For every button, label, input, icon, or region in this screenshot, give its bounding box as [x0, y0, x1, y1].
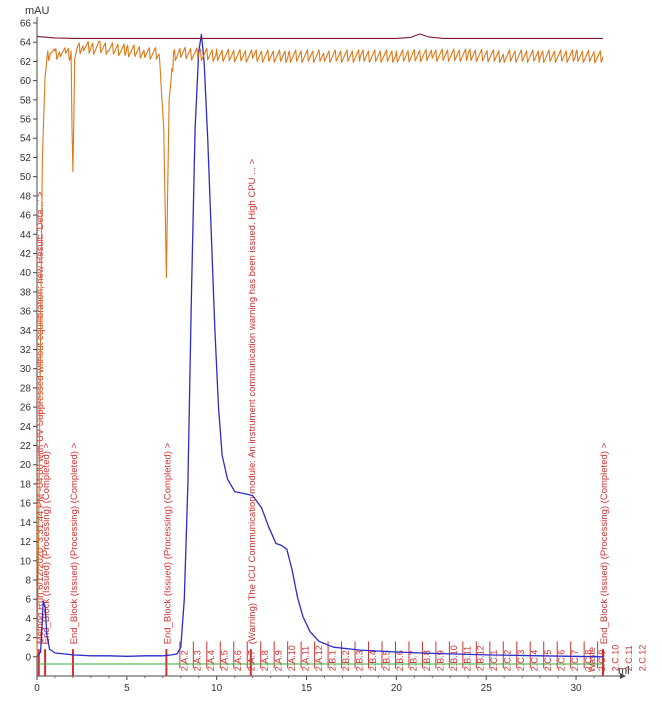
event-label: End_Block (Issued) (Processing) (Complet… — [599, 442, 610, 644]
y-tick-label: 48 — [20, 191, 32, 202]
fraction-label: 2.B.8 — [422, 650, 432, 671]
fraction-label: 2.B.3 — [354, 650, 364, 671]
y-tick-label: 0 — [25, 652, 31, 663]
fraction-label: 2.B.4 — [368, 650, 378, 671]
y-tick-label: 14 — [20, 518, 32, 529]
fraction-label: 2.A.8 — [260, 650, 270, 671]
fraction-label: 2.A.11 — [301, 646, 311, 671]
fraction-label: 2.A.4 — [206, 650, 216, 671]
fraction-label: 2.C.7 — [570, 650, 580, 672]
y-tick-label: 6 — [25, 595, 31, 606]
series-line-2 — [36, 40, 604, 657]
fraction-label: 2.A.3 — [193, 650, 203, 671]
y-tick-label: 44 — [20, 230, 32, 241]
event-label: End_Block (Issued) (Processing) (Complet… — [162, 442, 173, 644]
fraction-label: 2.A.9 — [274, 650, 284, 671]
event-label: End_Block (Issued) (Processing) (Complet… — [41, 442, 52, 644]
axes-layer: 0246810121416182022242628303234363840424… — [20, 17, 626, 694]
fraction-label: 2.B.12 — [476, 645, 486, 671]
fraction-label: 2.B.1 — [328, 650, 338, 671]
y-tick-label: 60 — [20, 76, 32, 87]
fraction-label: 2.B.6 — [395, 650, 405, 671]
series-line-3 — [36, 33, 603, 39]
x-tick-label: 10 — [211, 683, 223, 694]
y-tick-label: 22 — [20, 441, 32, 452]
x-axis-arrow — [620, 673, 626, 679]
fraction-label: 2.C.2 — [503, 650, 513, 672]
fraction-label: 2.B.11 — [462, 646, 472, 671]
y-tick-label: 54 — [20, 134, 32, 145]
fraction-label: 2.C.10 — [611, 645, 621, 672]
y-tick-label: 16 — [20, 499, 32, 510]
series-line-1 — [36, 33, 604, 658]
x-axis-unit-label: ml — [618, 665, 630, 677]
fraction-label: 2.C.6 — [557, 650, 567, 672]
fraction-label: 2.A.2 — [179, 650, 189, 671]
fraction-label: 2.C.4 — [530, 650, 540, 672]
y-tick-label: 50 — [20, 172, 32, 183]
x-tick-label: 25 — [481, 683, 493, 694]
fraction-label: 2.A.10 — [287, 645, 297, 671]
y-axis-unit-label: mAU — [25, 5, 50, 17]
y-tick-label: 10 — [20, 556, 32, 567]
y-tick-label: 18 — [20, 479, 32, 490]
y-tick-label: 58 — [20, 95, 32, 106]
x-tick-label: 20 — [391, 683, 403, 694]
y-tick-label: 8 — [25, 575, 31, 586]
y-tick-label: 20 — [20, 460, 32, 471]
fraction-label: 2.B.2 — [341, 650, 351, 671]
y-tick-label: 12 — [20, 537, 32, 548]
fraction-label: 2.B.5 — [381, 650, 391, 671]
y-tick-label: 52 — [20, 153, 32, 164]
y-tick-label: 62 — [20, 57, 32, 68]
fraction-label: 2.B.10 — [449, 645, 459, 671]
y-tick-label: 30 — [20, 364, 32, 375]
y-tick-label: 2 — [25, 633, 31, 644]
x-tick-label: 15 — [301, 683, 313, 694]
y-tick-label: 64 — [20, 38, 32, 49]
event-label: End_Block (Issued) (Processing) (Complet… — [69, 442, 80, 644]
fraction-label: 2.A.5 — [220, 650, 230, 671]
x-tick-label: 0 — [34, 683, 40, 694]
y-tick-label: 26 — [20, 403, 32, 414]
event-markers: Method Run 6/12/2020, 3:31:44 PM -04:00 … — [35, 158, 610, 676]
y-tick-label: 42 — [20, 249, 32, 260]
fraction-label: 2.B.9 — [435, 650, 445, 671]
fraction-label: 2.C.8 — [584, 650, 594, 672]
y-tick-label: 32 — [20, 345, 32, 356]
y-tick-label: 66 — [20, 19, 32, 30]
fraction-label: 2.A.6 — [233, 650, 243, 671]
series-lines — [36, 33, 604, 665]
y-tick-label: 38 — [20, 287, 32, 298]
y-tick-label: 24 — [20, 422, 32, 433]
fraction-label: 2.B.7 — [408, 650, 418, 671]
y-tick-label: 34 — [20, 326, 32, 337]
y-tick-label: 46 — [20, 211, 32, 222]
fraction-label: 2.A.12 — [314, 645, 324, 671]
y-tick-label: 4 — [25, 614, 31, 625]
x-tick-label: 30 — [571, 683, 583, 694]
y-tick-label: 40 — [20, 268, 32, 279]
fraction-label: 2.C.3 — [516, 650, 526, 672]
fraction-label: 2.C.12 — [637, 645, 647, 672]
fraction-label: 2.C.1 — [489, 650, 499, 672]
fraction-label: 2.C.5 — [543, 650, 553, 672]
fraction-label-waste: Waste — [587, 647, 597, 672]
y-tick-label: 36 — [20, 307, 32, 318]
x-tick-label: 5 — [124, 683, 130, 694]
y-tick-label: 56 — [20, 115, 32, 126]
event-label: (Warning) The ICU Communication module: … — [247, 158, 258, 644]
fraction-label: 2.C.11 — [624, 645, 634, 671]
y-tick-label: 28 — [20, 383, 32, 394]
